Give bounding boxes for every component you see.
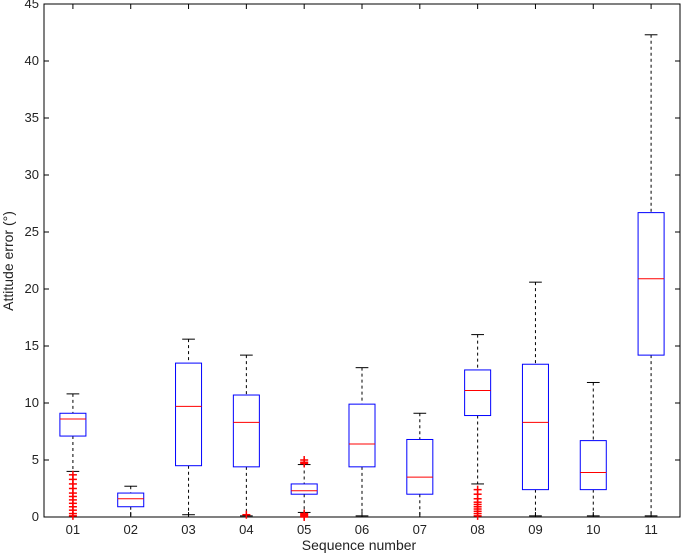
outlier-marker: [242, 510, 251, 519]
x-tick-label: 04: [239, 522, 253, 537]
outlier-marker: [473, 485, 482, 494]
x-tick-label: 10: [586, 522, 600, 537]
x-tick-label: 07: [413, 522, 427, 537]
x-tick-label: 08: [470, 522, 484, 537]
box: [579, 440, 607, 491]
box: [464, 369, 492, 417]
box-marks: [59, 34, 665, 521]
x-tick-label: 03: [181, 522, 195, 537]
y-tick-label: 30: [25, 167, 39, 182]
y-tick-label: 15: [25, 338, 39, 353]
y-tick-label: 25: [25, 224, 39, 239]
box: [175, 362, 203, 467]
box: [521, 363, 549, 491]
outlier-marker: [68, 470, 77, 479]
box: [232, 394, 260, 468]
box: [290, 483, 318, 495]
x-tick-label: 09: [528, 522, 542, 537]
y-tick-label: 0: [32, 509, 39, 524]
y-tick-label: 5: [32, 452, 39, 467]
box: [117, 492, 145, 508]
x-axis-label: Sequence number: [302, 537, 417, 553]
x-tick-label: 11: [644, 522, 658, 537]
x-tick-label: 02: [123, 522, 137, 537]
y-tick-label: 40: [25, 53, 39, 68]
box: [59, 412, 87, 437]
outlier-marker: [300, 456, 309, 464]
y-tick-label: 10: [25, 395, 39, 410]
box: [637, 212, 665, 356]
x-tick-label: 06: [355, 522, 369, 537]
x-tick-label: 05: [297, 522, 311, 537]
y-tick-label: 35: [25, 110, 39, 125]
box: [348, 403, 376, 468]
y-axis-label: Attitude error (°): [0, 211, 16, 311]
outlier-marker: [300, 509, 309, 518]
x-tick-label: 01: [66, 522, 80, 537]
box: [406, 438, 434, 495]
y-tick-label: 45: [25, 0, 39, 11]
y-tick-label: 20: [25, 281, 39, 296]
